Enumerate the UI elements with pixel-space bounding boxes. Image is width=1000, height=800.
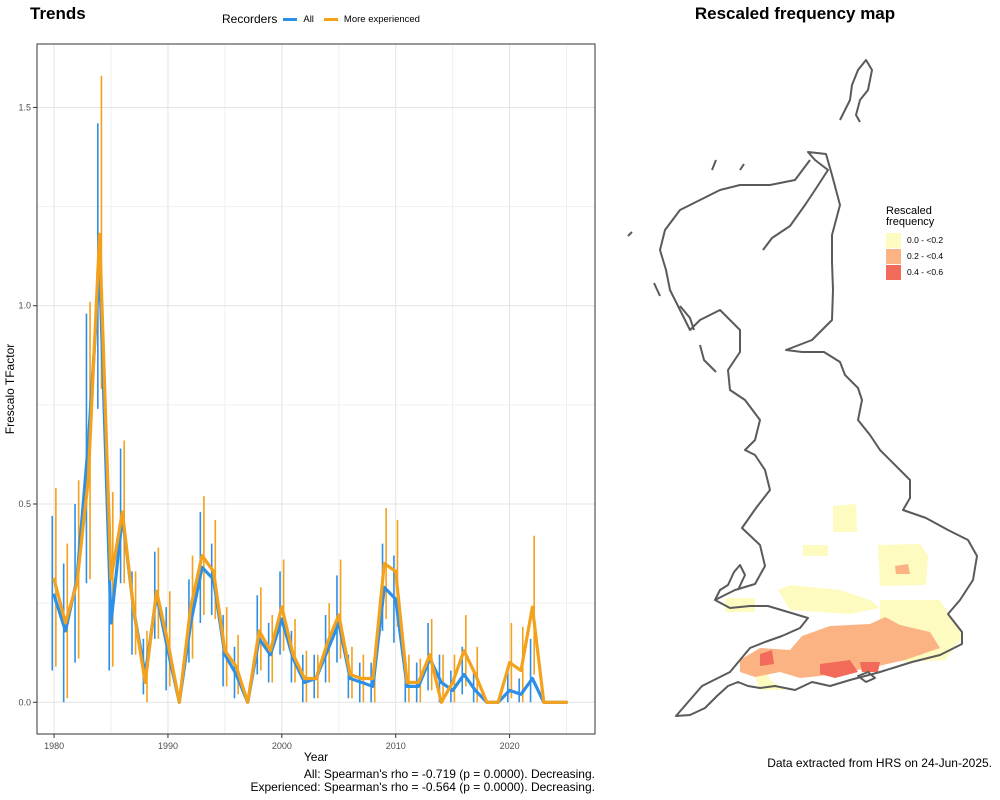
stats-line-experienced: Experienced: Spearman's rho = -0.564 (p … (250, 780, 596, 794)
series-line-all (52, 264, 569, 704)
map-title: Rescaled frequency map (694, 4, 896, 23)
cell-low (803, 545, 828, 556)
map-legend-title-line2: frequency (886, 216, 935, 228)
coastline-island-1 (627, 159, 745, 373)
coastline-isles (839, 59, 873, 123)
map-legend: Rescaled frequency 0.0 - <0.2 0.2 - <0.4… (886, 206, 943, 280)
coastline-island-2 (857, 671, 876, 683)
map-legend-item: 0.2 - <0.4 (886, 248, 943, 264)
x-tick-label: 1980 (44, 741, 64, 751)
x-axis-label: Year (304, 750, 328, 764)
cell-high (820, 660, 858, 678)
y-tick-label: 0.5 (18, 499, 31, 509)
map-legend-item: 0.0 - <0.2 (886, 232, 943, 248)
error-bars (51, 75, 535, 703)
map-legend-swatch (886, 248, 901, 264)
x-tick-label: 2000 (272, 741, 292, 751)
chart-legend: Recorders All More experienced (222, 12, 420, 26)
y-tick-label: 1.5 (18, 102, 31, 112)
series-line-experienced (52, 232, 569, 704)
map-legend-swatch (886, 232, 901, 248)
coastline-wales (714, 564, 746, 601)
cell-mid (740, 617, 940, 678)
x-tick-label: 1990 (158, 741, 178, 751)
chart-grid (37, 44, 595, 734)
trends-title: Trends (30, 4, 86, 23)
frequency-map (627, 59, 978, 717)
x-tick-label: 2020 (500, 741, 520, 751)
map-legend-item: 0.4 - <0.6 (886, 264, 943, 280)
legend-swatch-all (283, 17, 298, 21)
frequency-cells (725, 504, 963, 690)
map-legend-label: 0.2 - <0.4 (907, 251, 944, 261)
y-axis-label: Frescalo TFactor (3, 344, 17, 434)
series-lines (52, 232, 569, 704)
map-legend-title-line1: Rescaled (886, 205, 932, 217)
cell-mid (895, 564, 910, 574)
y-tick-label: 1.0 (18, 301, 31, 311)
y-tick-label: 0.0 (18, 697, 31, 707)
cell-low (778, 585, 880, 614)
stats-text: All: Spearman's rho = -0.719 (p = 0.0000… (150, 767, 596, 794)
legend-label-all: All (303, 13, 314, 25)
map-legend-label: 0.0 - <0.2 (907, 235, 944, 245)
map-legend-swatch (886, 264, 901, 280)
coastline (627, 59, 978, 717)
panel-border (36, 43, 596, 735)
x-tick-label: 2010 (386, 741, 406, 751)
legend-label-experienced: More experienced (343, 13, 420, 25)
map-legend-title: Rescaled frequency (886, 206, 943, 228)
cell-high (760, 650, 774, 666)
trends-chart: 1980 1990 2000 2010 2020 0.0 0.5 1.0 1.5 Year Fr… (3, 43, 596, 764)
data-credit: Data extracted from HRS on 24-Jun-2025. (767, 756, 992, 770)
axis-ticks: 1980 1990 2000 2010 2020 0.0 0.5 1.0 1.5 (18, 102, 519, 751)
legend-title: Recorders (222, 12, 278, 26)
coastline-mainland (659, 151, 978, 717)
legend-swatch-experienced (323, 17, 338, 21)
cell-high (860, 662, 880, 672)
map-legend-label: 0.4 - <0.6 (907, 267, 944, 277)
cell-low (833, 504, 857, 532)
stats-line-all: All: Spearman's rho = -0.719 (p = 0.0000… (303, 767, 595, 781)
